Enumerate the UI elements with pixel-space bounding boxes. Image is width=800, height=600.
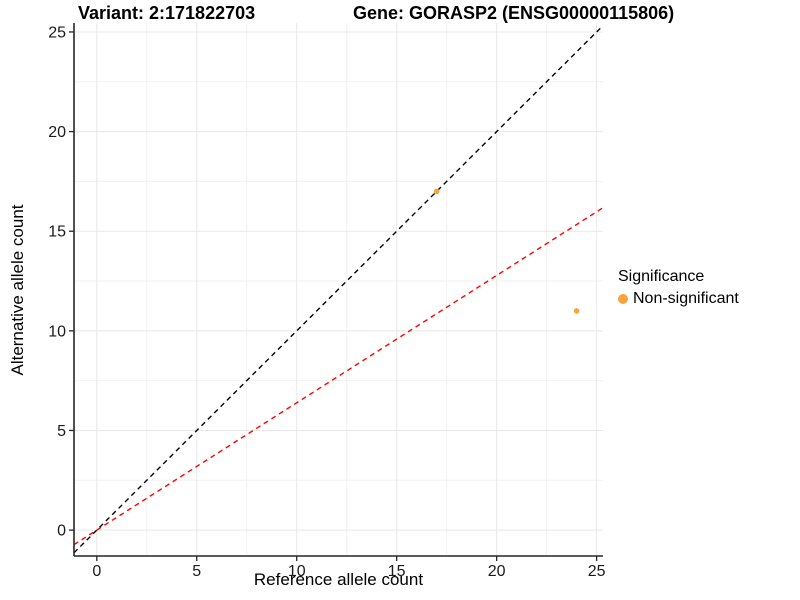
legend-item-non-significant: Non-significant bbox=[618, 290, 739, 308]
x-tick-label: 15 bbox=[388, 563, 406, 580]
data-point bbox=[433, 188, 440, 195]
x-tick-label: 0 bbox=[92, 563, 101, 580]
y-tick-label: 20 bbox=[48, 124, 66, 141]
x-tick-label: 25 bbox=[588, 563, 606, 580]
y-tick-label: 0 bbox=[57, 523, 66, 540]
line-layer bbox=[74, 25, 603, 554]
x-tick-label: 5 bbox=[192, 563, 201, 580]
plot-title-gene: Gene: GORASP2 (ENSG00000115806) bbox=[353, 3, 675, 23]
legend: Significance Non-significant bbox=[618, 268, 739, 308]
plot-title-variant: Variant: 2:171822703 bbox=[78, 3, 256, 23]
data-point bbox=[573, 308, 580, 314]
identity-line bbox=[74, 25, 603, 554]
legend-title: Significance bbox=[618, 268, 705, 285]
x-tick-label: 20 bbox=[488, 563, 506, 580]
y-tick-label: 10 bbox=[48, 323, 66, 340]
fitted-line bbox=[74, 207, 603, 546]
legend-item-label: Non-significant bbox=[633, 290, 739, 307]
legend-key-dot bbox=[618, 294, 628, 304]
x-tick-label: 10 bbox=[288, 563, 306, 580]
y-axis-label: Alternative allele count bbox=[8, 204, 27, 376]
y-tick-label: 25 bbox=[48, 24, 66, 41]
y-tick-label: 15 bbox=[48, 224, 66, 241]
x-axis-label: Reference allele count bbox=[253, 570, 424, 589]
y-tick-label: 5 bbox=[57, 423, 66, 440]
